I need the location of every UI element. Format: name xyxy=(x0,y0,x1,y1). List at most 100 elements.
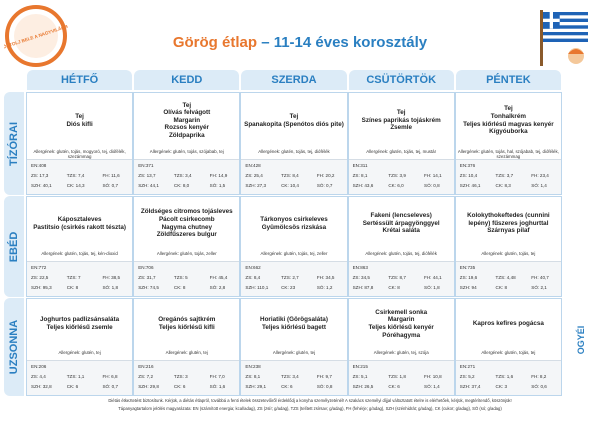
nutrition: EN:376 ZS: 10,4 TZS: 3,7 FH: 23,4 SZH: 46,1 C… xyxy=(455,159,561,194)
nutrient: SZH: 87,8 xyxy=(352,285,374,290)
nutrient: ZS: 5,2 xyxy=(459,374,475,379)
nutrient: FH: 7,0 xyxy=(209,374,225,379)
nutrient: EN:662 xyxy=(245,265,261,270)
dish: Teljes kiőrlésű magvas kenyér xyxy=(463,120,554,128)
dish: Színes paprikás tojáskrém xyxy=(361,116,441,124)
nutrient: FH: 6,8 xyxy=(102,374,118,379)
nutrient: FH: 23,4 xyxy=(531,173,549,178)
nutrient: EN:271 xyxy=(459,364,476,369)
dish: Zöldséges citromos tojásleves xyxy=(140,208,233,216)
nutrition: EN:216 ZS: 7,2 TZS: 3 FH: 7,0 SZH: 29,8 CK: 6… xyxy=(134,360,240,395)
footer-legend: Tápanyagtartalom jelölés magyarázata: EN… xyxy=(118,406,502,411)
nutrient: SZH: 32,8 xyxy=(31,384,52,389)
nutrient: SZH: 46,1 xyxy=(459,183,481,188)
nutrient: FH: 44,1 xyxy=(424,275,442,280)
dish-list: Zöldséges citromos tojásleves Pácolt csir… xyxy=(134,197,239,250)
dish: Margarin xyxy=(173,116,201,124)
menu-cell: Tej Diós kifli Allergének: glutén, tojás, … xyxy=(26,92,134,195)
dish: Gyümölcsös rizskása xyxy=(261,223,327,231)
nutrient: SÓ: 0,6 xyxy=(531,384,547,389)
dish: Pastitsio (csirkés rakott tészta) xyxy=(33,223,126,231)
nutrition: EN:371 ZS: 13,7 TZS: 3,4 FH: 14,9 SZH: 44,1 C… xyxy=(134,159,240,194)
menu-cell: Tej Színes paprikás tojáskrém Zsemle Allerg… xyxy=(347,92,455,195)
nutrient: TZS: 4,48 xyxy=(495,275,516,280)
nutrient: CK: 6,0 xyxy=(388,183,404,188)
nutrient: CK: 6 xyxy=(66,384,79,389)
nutrient: FH: 38,5 xyxy=(102,275,121,280)
flag-illustration xyxy=(540,10,588,66)
dish: Kígyóuborka xyxy=(489,128,528,136)
nutrient: SÓ: 0,8 xyxy=(424,183,440,188)
dish: Kapros kefires pogácsa xyxy=(472,320,544,328)
dish: Tej xyxy=(289,112,299,120)
title: Görög étlap – 11-14 éves korosztály xyxy=(0,34,600,51)
nutrient: ZS: 31,7 xyxy=(138,275,156,280)
nutrient: ZS: 25,4 xyxy=(245,173,263,178)
nutrient: SÓ: 1,5 xyxy=(209,183,226,188)
dish: Tej xyxy=(396,109,406,117)
nutrient: SZH: 29,1 xyxy=(245,384,267,389)
nutrient: SZH: 74,5 xyxy=(138,285,159,290)
dish: Sertéssült árpagyönggyel xyxy=(362,219,440,227)
dish-list: Kapros kefires pogácsa xyxy=(456,299,561,349)
nutrient: EN:706 xyxy=(138,265,154,270)
dish-list: Káposztaleves Pastitsio (csirkés rakott t… xyxy=(27,197,132,250)
nutrition: EN:662 ZS: 8,4 TZS: 2,7 FH: 34,5 SZH: 110,1 C… xyxy=(241,261,347,296)
dish: Tonhalkrém xyxy=(490,112,526,120)
dish: Oregánós sajtkrém xyxy=(158,316,216,324)
nutrient: SZH: 26,5 xyxy=(352,384,374,389)
dish: Diós kifli xyxy=(66,120,93,128)
nutrient: SZH: 110,1 xyxy=(245,285,269,290)
nutrient: TZS: 3,9 xyxy=(388,173,406,178)
dish: Teljes kiőrlésű zsemle xyxy=(46,324,113,331)
nutrient: EN:408 xyxy=(31,163,47,168)
dish: Teljes kiőrlésű bagett xyxy=(262,324,326,331)
dish-list: Tej Színes paprikás tojáskrém Zsemle xyxy=(349,93,454,148)
nutrient: EN:215 xyxy=(352,364,368,369)
nutrient: CK: 6 xyxy=(281,384,293,389)
day-header: CSÜTÖRTÖK xyxy=(348,70,454,90)
nutrient: EN:311 xyxy=(352,163,368,168)
dish: Tej xyxy=(182,101,192,109)
dish-list: Tej Olívás felvágott Margarin Rozsos kenyér… xyxy=(134,93,239,148)
meal-label: EBÉD xyxy=(4,196,24,297)
dish: Horiatiki (Görögsaláta) xyxy=(260,316,328,324)
menu-cell: Tej Olívás felvágott Margarin Rozsos kenyér… xyxy=(133,92,241,195)
nutrient: CK: 8 xyxy=(388,285,400,290)
nutrient: EN:238 xyxy=(245,364,261,369)
nutrient: CK: 6 xyxy=(388,384,400,389)
dish-list: Oregánós sajtkrém Teljes kiőrlésű kifli xyxy=(134,299,239,349)
nutrient: SÓ: 1,8 xyxy=(424,285,440,290)
dish: Margarin xyxy=(387,316,415,324)
dish: lepény) fűszeres joghurttal xyxy=(468,219,549,227)
menu-cell: Káposztaleves Pastitsio (csirkés rakott t… xyxy=(26,196,134,297)
menu-cell: Kolokythokeftedes (cunnini lepény) fűszer… xyxy=(454,196,562,297)
dish: Krétai saláta xyxy=(382,227,420,235)
nutrient: TZS: 7,4 xyxy=(66,173,85,178)
nutrient: TZS: 1,8 xyxy=(388,374,406,379)
nutrient: CK: 8 xyxy=(173,285,186,290)
dish: Szárnyas pilaf xyxy=(487,227,530,235)
nutrient: ZS: 7,2 xyxy=(138,374,153,379)
nutrient: EN:216 xyxy=(138,364,154,369)
dish-list: Fakeni (lencseleves) Sertéssült árpagyöng… xyxy=(349,197,454,250)
nutrient: SÓ: 1,4 xyxy=(531,183,547,188)
dish: Póréhagyma xyxy=(382,331,421,339)
dish: Tárkonyos csirkeleves xyxy=(260,215,328,223)
meal-label: UZSONNA xyxy=(4,298,24,396)
nutrient: CK: 3 xyxy=(495,384,508,389)
menu-cell: Kapros kefires pogácsa Allergének: glutén… xyxy=(454,298,562,396)
dish: Kolokythokeftedes (cunnini xyxy=(467,212,550,220)
nutrient: EN:206 xyxy=(31,364,47,369)
nutrient: EN:376 xyxy=(459,163,476,168)
dish: Zsemle xyxy=(390,124,413,132)
allergens: Allergének: glutén, tej xyxy=(58,350,101,355)
nutrient: SZH: 44,1 xyxy=(138,183,159,188)
nutrient: CK: 10,4 xyxy=(281,183,299,188)
nutrient: SZH: 95,3 xyxy=(31,285,52,290)
nutrition: EN:215 ZS: 5,1 TZS: 1,8 FH: 10,8 SZH: 26,5 CK… xyxy=(348,360,454,395)
nutrient: SÓ: 0,8 xyxy=(316,384,333,389)
nutrient: ZS: 5,1 xyxy=(352,374,368,379)
allergens: Allergének: glutén, tej, szója xyxy=(373,350,429,355)
nutrient: EN:428 xyxy=(245,163,261,168)
